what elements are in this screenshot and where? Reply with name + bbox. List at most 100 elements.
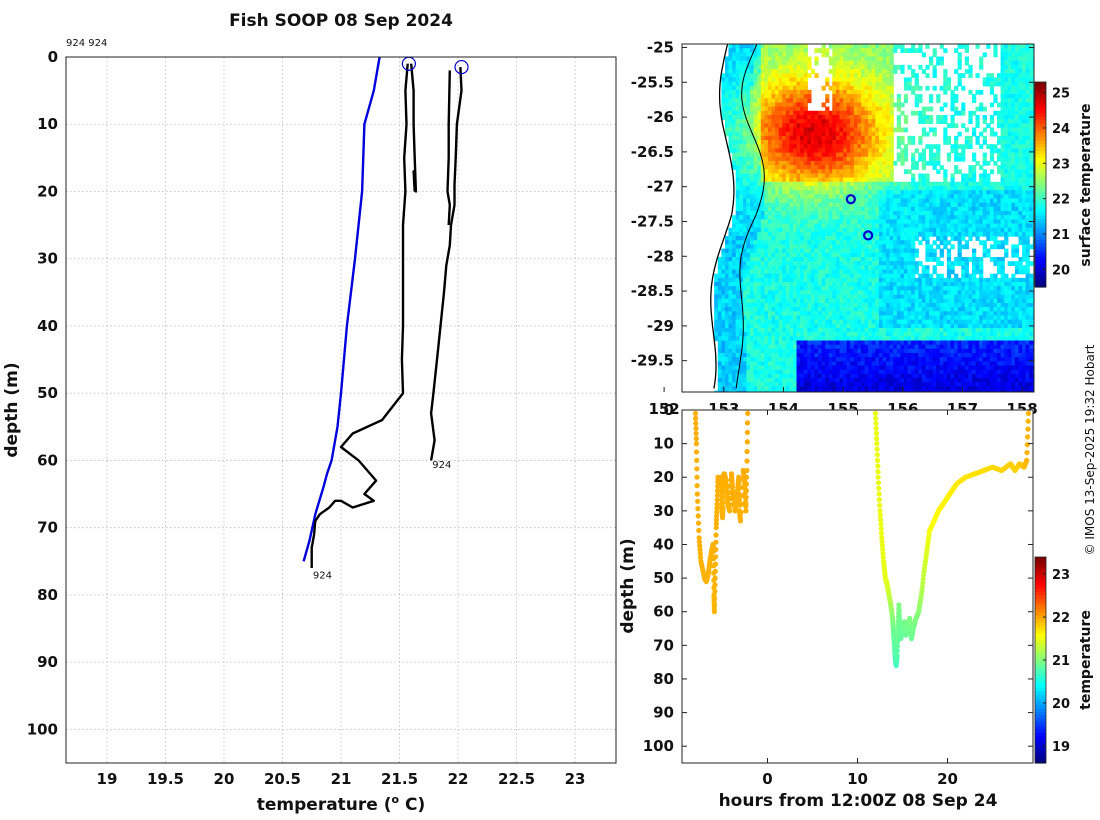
sst-lat-tick: -27 xyxy=(647,178,674,196)
time-depth-point xyxy=(697,546,703,553)
time-depth-point xyxy=(694,491,700,497)
sst-station-marker xyxy=(863,230,874,241)
time-depth-point xyxy=(744,439,750,445)
time-depth-point xyxy=(693,425,699,432)
climatology-line xyxy=(302,57,381,562)
time-depth-point xyxy=(711,609,718,615)
time-depth-point xyxy=(1025,418,1031,424)
profile-end-label: 924 xyxy=(313,571,332,582)
time-depth-point xyxy=(694,457,700,463)
sst-colorbar-tick: 23 xyxy=(1052,157,1070,172)
time-depth-point xyxy=(918,592,925,598)
time-depth-point xyxy=(694,483,700,489)
profile-line xyxy=(446,70,451,226)
time-depth-point xyxy=(874,457,881,463)
time-depth-y-tick: 30 xyxy=(653,502,674,520)
time-depth-x-ticks: 0 10 20 xyxy=(762,410,958,788)
time-depth-point xyxy=(877,512,883,518)
time-depth-point xyxy=(736,474,742,480)
time-depth-point xyxy=(744,474,750,480)
time-depth-point xyxy=(894,648,900,654)
time-depth-point xyxy=(738,501,745,507)
time-depth-point xyxy=(1025,410,1032,416)
time-depth-point xyxy=(713,521,720,527)
time-depth-point xyxy=(874,436,880,442)
time-depth-point xyxy=(729,484,736,490)
sst-map: 152 153 154 155 156 157 158 -25-25.5-26-26.5-2… xyxy=(631,38,1094,418)
time-depth-point xyxy=(873,420,879,426)
profile-y-tick: 80 xyxy=(37,586,58,604)
time-depth-point xyxy=(1025,434,1031,440)
temperature-colorbar-tick: 22 xyxy=(1052,611,1070,626)
time-depth-point xyxy=(713,517,720,523)
time-depth-x-label: hours from 12:00Z 08 Sep 24 xyxy=(719,791,998,811)
time-depth-point xyxy=(696,527,702,534)
time-depth-point xyxy=(894,652,900,659)
time-depth-y-tick: 10 xyxy=(653,435,674,453)
time-depth-point xyxy=(736,497,742,503)
time-depth-y-tick: 50 xyxy=(653,569,674,587)
time-depth-y-tick: 40 xyxy=(653,535,674,553)
time-depth-point xyxy=(736,480,742,486)
sst-lat-tick: -25.5 xyxy=(631,73,674,91)
profile-y-label: depth (m) xyxy=(2,362,22,457)
time-depth-point xyxy=(920,576,926,582)
time-depth-point xyxy=(694,466,700,472)
time-depth-point xyxy=(875,480,882,486)
time-depth-point xyxy=(744,448,750,455)
profile-series xyxy=(302,57,463,568)
sst-lat-tick: -28 xyxy=(647,247,674,265)
time-depth-point xyxy=(695,520,702,526)
time-depth-point xyxy=(875,474,881,480)
profile-x-tick: 22 xyxy=(448,770,469,788)
sst-station-markers xyxy=(845,194,874,241)
profile-y-tick: 90 xyxy=(37,653,58,671)
profile-start-marker xyxy=(454,59,469,75)
time-depth-y-tick: 90 xyxy=(653,704,674,722)
time-depth-y-tick: 70 xyxy=(653,636,674,654)
time-depth-point xyxy=(879,535,885,541)
time-depth-point xyxy=(697,550,703,557)
temperature-colorbar: 19 20 21 22 23 xyxy=(1034,556,1070,764)
time-depth-point xyxy=(878,517,884,523)
time-depth-point xyxy=(695,498,701,504)
time-depth-point xyxy=(697,543,703,549)
time-depth-point xyxy=(919,584,925,590)
time-depth-point xyxy=(745,410,751,416)
time-depth-point xyxy=(743,488,750,494)
time-depth-x-tick: 20 xyxy=(937,770,958,788)
time-depth-point xyxy=(698,554,704,561)
time-depth-point xyxy=(693,441,700,447)
time-depth-point xyxy=(743,481,750,487)
profile-y-tick: 40 xyxy=(37,317,58,335)
sst-map-lat-ticks: -25 -25.5 -26 -26.5 -27 -27.5 -28 -28.5 -29 -29.5 xyxy=(631,38,1034,370)
time-depth-point xyxy=(714,509,720,515)
time-depth-point xyxy=(720,504,726,511)
time-depth-point xyxy=(744,467,750,474)
time-depth-point xyxy=(713,539,719,545)
sst-colorbar-tick: 20 xyxy=(1052,263,1070,278)
time-depth-point xyxy=(693,436,699,442)
time-depth-point xyxy=(695,506,701,512)
profile-y-tick: 100 xyxy=(27,720,58,738)
time-depth-y-label: depth (m) xyxy=(618,538,638,633)
time-depth-point xyxy=(876,497,883,503)
sst-lat-tick: -27.5 xyxy=(631,212,674,230)
profile-x-tick: 19 xyxy=(97,770,118,788)
time-depth-point xyxy=(873,425,879,432)
time-depth-point xyxy=(712,568,718,575)
time-depth-y-tick: 0 xyxy=(664,401,674,419)
sst-lat-tick: -25 xyxy=(647,38,674,56)
time-depth-y-tick: 20 xyxy=(653,468,674,486)
time-depth-point xyxy=(874,452,880,458)
time-depth-point xyxy=(875,469,881,475)
time-depth-point xyxy=(878,521,884,527)
sst-lat-tick: -26 xyxy=(647,108,674,126)
profile-line xyxy=(429,67,463,461)
profile-grid xyxy=(66,56,616,763)
time-depth-point xyxy=(712,561,719,567)
time-depth-x-tick: 0 xyxy=(762,770,772,788)
time-depth-point xyxy=(713,525,719,531)
time-depth-point xyxy=(1024,442,1030,448)
time-depth-point xyxy=(720,494,726,500)
